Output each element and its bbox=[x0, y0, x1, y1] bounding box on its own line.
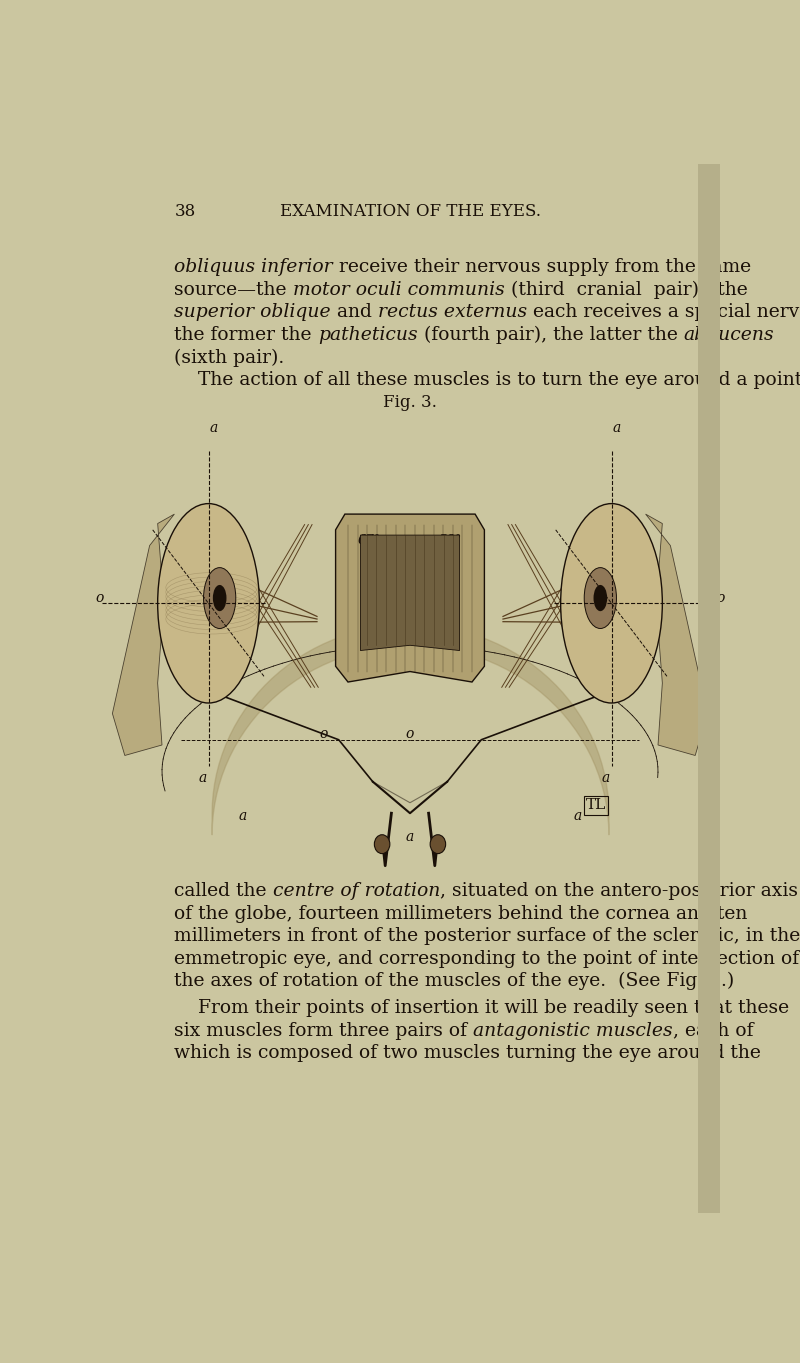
Ellipse shape bbox=[561, 503, 662, 703]
Ellipse shape bbox=[213, 585, 226, 611]
Text: rectus externus: rectus externus bbox=[378, 303, 527, 322]
Text: each receives a special nerve,: each receives a special nerve, bbox=[527, 303, 800, 322]
Polygon shape bbox=[112, 514, 174, 755]
Polygon shape bbox=[360, 536, 459, 650]
Text: six muscles form three pairs of: six muscles form three pairs of bbox=[174, 1021, 474, 1040]
Text: o: o bbox=[406, 728, 414, 741]
Ellipse shape bbox=[594, 585, 607, 611]
Text: The action of all these muscles is to turn the eye around a point: The action of all these muscles is to tu… bbox=[174, 371, 800, 388]
Text: emmetropic eye, and corresponding to the point of intersection of: emmetropic eye, and corresponding to the… bbox=[174, 950, 799, 968]
Text: called the: called the bbox=[174, 882, 273, 900]
Ellipse shape bbox=[430, 834, 446, 853]
Text: of the globe, fourteen millimeters behind the cornea and ten: of the globe, fourteen millimeters behin… bbox=[174, 905, 748, 923]
Text: o: o bbox=[96, 592, 104, 605]
Text: abducens: abducens bbox=[683, 326, 774, 343]
Text: and: and bbox=[331, 303, 378, 322]
Text: source—the: source—the bbox=[174, 281, 293, 298]
Text: , each of: , each of bbox=[673, 1021, 754, 1040]
Text: (sixth pair).: (sixth pair). bbox=[174, 349, 285, 367]
Text: superior oblique: superior oblique bbox=[174, 303, 331, 322]
Ellipse shape bbox=[203, 567, 236, 628]
Text: EXAMINATION OF THE EYES.: EXAMINATION OF THE EYES. bbox=[279, 203, 541, 221]
Text: o: o bbox=[716, 592, 724, 605]
Text: antagonistic muscles: antagonistic muscles bbox=[474, 1021, 673, 1040]
Text: centre of rotation: centre of rotation bbox=[273, 882, 440, 900]
Ellipse shape bbox=[584, 567, 617, 628]
Text: the former the: the former the bbox=[174, 326, 318, 343]
Text: Fig. 3.: Fig. 3. bbox=[383, 394, 437, 410]
Text: a: a bbox=[601, 771, 610, 785]
Text: o: o bbox=[319, 728, 327, 741]
Text: which is composed of two muscles turning the eye around the: which is composed of two muscles turning… bbox=[174, 1044, 762, 1062]
Text: 38: 38 bbox=[174, 203, 196, 221]
Polygon shape bbox=[646, 514, 708, 755]
Text: 67°: 67° bbox=[358, 534, 382, 547]
Text: a: a bbox=[198, 771, 206, 785]
Text: 58°: 58° bbox=[438, 534, 462, 547]
Text: (third  cranial  pair);  the: (third cranial pair); the bbox=[505, 281, 747, 298]
Text: From their points of insertion it will be readily seen that these: From their points of insertion it will b… bbox=[174, 999, 790, 1017]
Text: (fourth pair), the latter the: (fourth pair), the latter the bbox=[418, 326, 683, 343]
Text: obliquus inferior: obliquus inferior bbox=[174, 258, 333, 277]
Polygon shape bbox=[336, 514, 485, 682]
Text: a: a bbox=[210, 421, 218, 435]
Text: a: a bbox=[612, 421, 621, 435]
Text: TL: TL bbox=[586, 799, 606, 812]
Ellipse shape bbox=[374, 834, 390, 853]
Ellipse shape bbox=[158, 503, 259, 703]
Text: motor oculi communis: motor oculi communis bbox=[293, 281, 505, 298]
Text: , situated on the antero-posterior axis: , situated on the antero-posterior axis bbox=[440, 882, 798, 900]
Text: a: a bbox=[574, 808, 582, 823]
Text: patheticus: patheticus bbox=[318, 326, 418, 343]
Text: millimeters in front of the posterior surface of the sclerotic, in the: millimeters in front of the posterior su… bbox=[174, 927, 800, 945]
Text: a: a bbox=[406, 830, 414, 844]
Text: the axes of rotation of the muscles of the eye.  (See Fig. 3.): the axes of rotation of the muscles of t… bbox=[174, 972, 734, 991]
Text: a: a bbox=[238, 808, 246, 823]
Text: receive their nervous supply from the same: receive their nervous supply from the sa… bbox=[333, 258, 751, 277]
Bar bbox=[698, 164, 720, 1213]
